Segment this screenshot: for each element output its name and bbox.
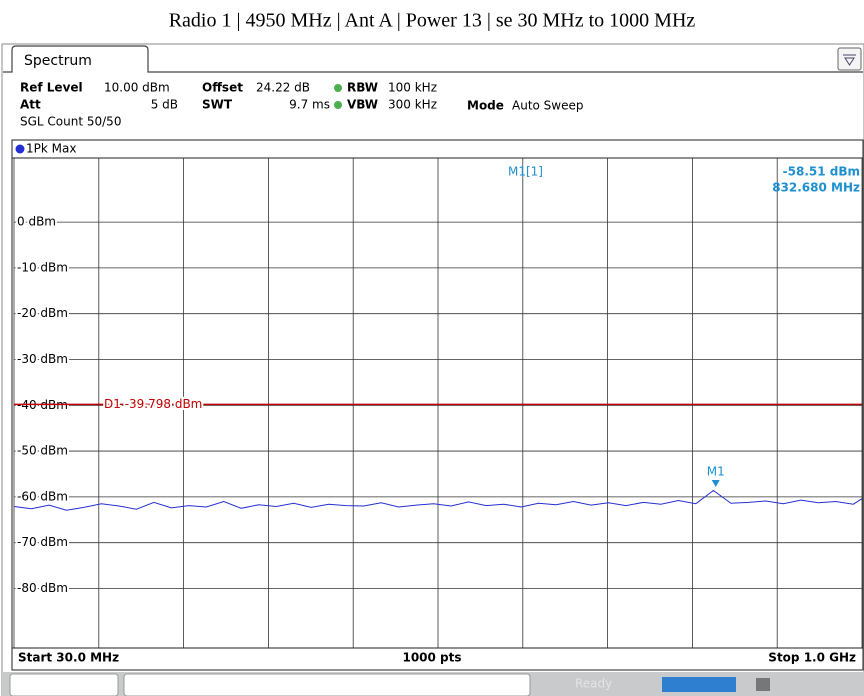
marker-frequency: 832.680 MHz [772, 181, 860, 195]
marker-value: -58.51 dBm [783, 165, 860, 179]
setting-label: Offset [202, 81, 243, 95]
status-dot [334, 84, 342, 92]
setting-value: Auto Sweep [512, 99, 584, 113]
trace [13, 489, 863, 511]
setting-label: VBW [347, 98, 378, 112]
y-tick-label: -20 dBm [17, 306, 68, 320]
marker [711, 480, 720, 488]
setting-label: Ref Level [20, 81, 83, 95]
setting-label: Mode [467, 99, 504, 113]
y-tick-label: -60 dBm [17, 489, 68, 503]
sgl-count: SGL Count 50/50 [20, 115, 121, 129]
y-tick-label: -80 dBm [17, 581, 68, 595]
icon-glyph [843, 54, 856, 66]
status-icon [756, 678, 770, 691]
status-dot [334, 101, 342, 109]
y-tick-label: -50 dBm [17, 444, 68, 458]
status-text: Ready [575, 677, 612, 691]
display-line-label: D1 -39.798 dBm [104, 397, 202, 411]
setting-label: RBW [347, 81, 378, 95]
y-tick-label: -70 dBm [17, 535, 68, 549]
marker-readout: M1[1] [508, 165, 543, 179]
start-label: Start 30.0 MHz [18, 651, 119, 665]
status-field [9, 673, 119, 696]
setting-value: 100 kHz [388, 81, 437, 95]
tab-label[interactable]: Spectrum [24, 53, 92, 69]
plot: 0 dBm-10 dBm-20 dBm-30 dBm-40 dBm-50 dBm… [13, 158, 863, 648]
y-tick-label: -30 dBm [17, 352, 68, 366]
points-label: 1000 pts [402, 651, 461, 665]
setting-value: 10.00 dBm [104, 81, 170, 95]
trace-label: 1Pk Max [26, 142, 76, 156]
marker-label: M1 [707, 465, 725, 479]
page-title: Radio 1 | 4950 MHz | Ant A | Power 13 | … [169, 10, 696, 32]
status-field [123, 673, 531, 696]
y-tick-label: -10 dBm [17, 260, 68, 274]
settings-icon[interactable] [837, 47, 862, 71]
y-tick-label: 0 dBm [17, 215, 56, 229]
setting-label: Att [20, 98, 41, 112]
setting-value: 5 dB [151, 98, 178, 112]
tab-outline [3, 45, 863, 73]
progress-bar [662, 677, 736, 692]
trace-dot [15, 144, 25, 154]
stop-label: Stop 1.0 GHz [768, 651, 856, 665]
setting-value: 24.22 dB [256, 81, 310, 95]
setting-value: 9.7 ms [289, 98, 330, 112]
setting-value: 300 kHz [388, 98, 437, 112]
setting-label: SWT [202, 98, 233, 112]
